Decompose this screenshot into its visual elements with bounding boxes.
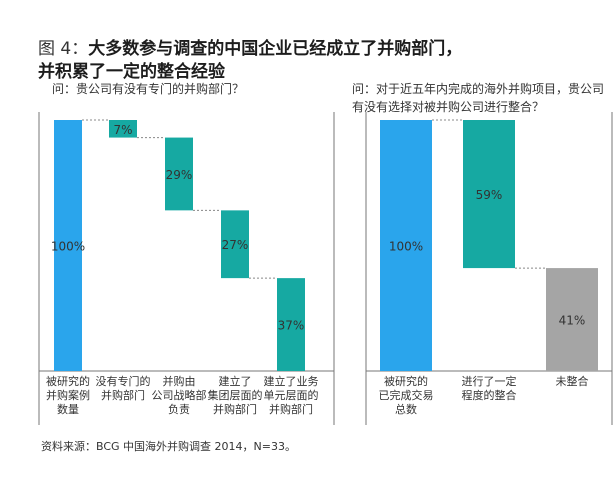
left-value-label-1: 100% — [51, 240, 85, 254]
left-value-label-2: 7% — [113, 123, 132, 137]
right-category-label-1-line-1: 被研究的 — [384, 374, 428, 388]
left-value-label-5: 37% — [278, 319, 305, 333]
left-category-label-3-line-1: 并购由 — [163, 374, 196, 388]
right-category-label-2-line-1: 进行了一定 — [462, 374, 517, 388]
left-value-label-3: 29% — [166, 168, 193, 182]
left-category-label-2-line-2: 并购部门 — [101, 388, 145, 402]
title-line-1: 大多数参与调查的中国企业已经成立了并购部门， — [88, 39, 463, 59]
right-question-line-2: 有没有选择对被并购公司进行整合？ — [352, 100, 545, 114]
left-bar-4 — [221, 210, 249, 279]
left-category-label-2-line-1: 没有专门的 — [96, 374, 151, 388]
right-value-label-3: 41% — [559, 314, 586, 328]
right-category-label-1-line-2: 已完成交易 — [379, 388, 434, 402]
left-category-label-5-line-2: 单元层面的 — [264, 388, 319, 402]
left-category-label-4-line-1: 建立了 — [219, 374, 252, 388]
right-bar-3 — [546, 268, 598, 371]
left-category-label-1-line-1: 被研究的 — [46, 374, 90, 388]
right-value-label-2: 59% — [476, 188, 503, 202]
title-line-2: 并积累了一定的整合经验 — [38, 62, 225, 82]
left-category-label-3-line-2: 公司战略部 — [152, 388, 207, 402]
right-question-line-1: 问：对于近五年内完成的海外并购项目，贵公司 — [352, 82, 605, 96]
left-category-label-4-line-2: 集团层面的 — [208, 388, 263, 402]
left-bar-1 — [54, 120, 82, 371]
left-bar-3 — [165, 137, 193, 211]
left-category-label-5-line-3: 并购部门 — [269, 402, 313, 416]
left-value-label-4: 27% — [222, 238, 249, 252]
left-category-label-5-line-1: 建立了业务 — [264, 374, 319, 388]
figure-number: 图 4： — [38, 39, 89, 59]
right-category-label-2-line-2: 程度的整合 — [462, 388, 517, 402]
left-category-label-1-line-2: 并购案例 — [46, 388, 90, 402]
right-value-label-1: 100% — [389, 240, 423, 254]
left-category-label-4-line-3: 并购部门 — [213, 402, 257, 416]
left-bar-2 — [109, 120, 137, 138]
left-question: 问：贵公司有没有专门的并购部门？ — [52, 82, 245, 96]
source-note: 资料来源：BCG 中国海外并购调查 2014，N=33。 — [41, 440, 296, 453]
right-bar-2 — [463, 120, 515, 269]
left-bar-5 — [277, 278, 305, 371]
right-question: 问：对于近五年内完成的海外并购项目，贵公司 有没有选择对被并购公司进行整合？ — [352, 80, 604, 116]
figure-title: 图 4：大多数参与调查的中国企业已经成立了并购部门， 并积累了一定的整合经验 — [38, 38, 462, 84]
right-category-label-1-line-3: 总数 — [395, 402, 417, 416]
right-category-label-3-line-1: 未整合 — [556, 374, 589, 388]
right-bar-1 — [380, 120, 432, 371]
left-category-label-3-line-3: 负责 — [168, 402, 190, 416]
left-category-label-1-line-3: 数量 — [57, 403, 79, 416]
